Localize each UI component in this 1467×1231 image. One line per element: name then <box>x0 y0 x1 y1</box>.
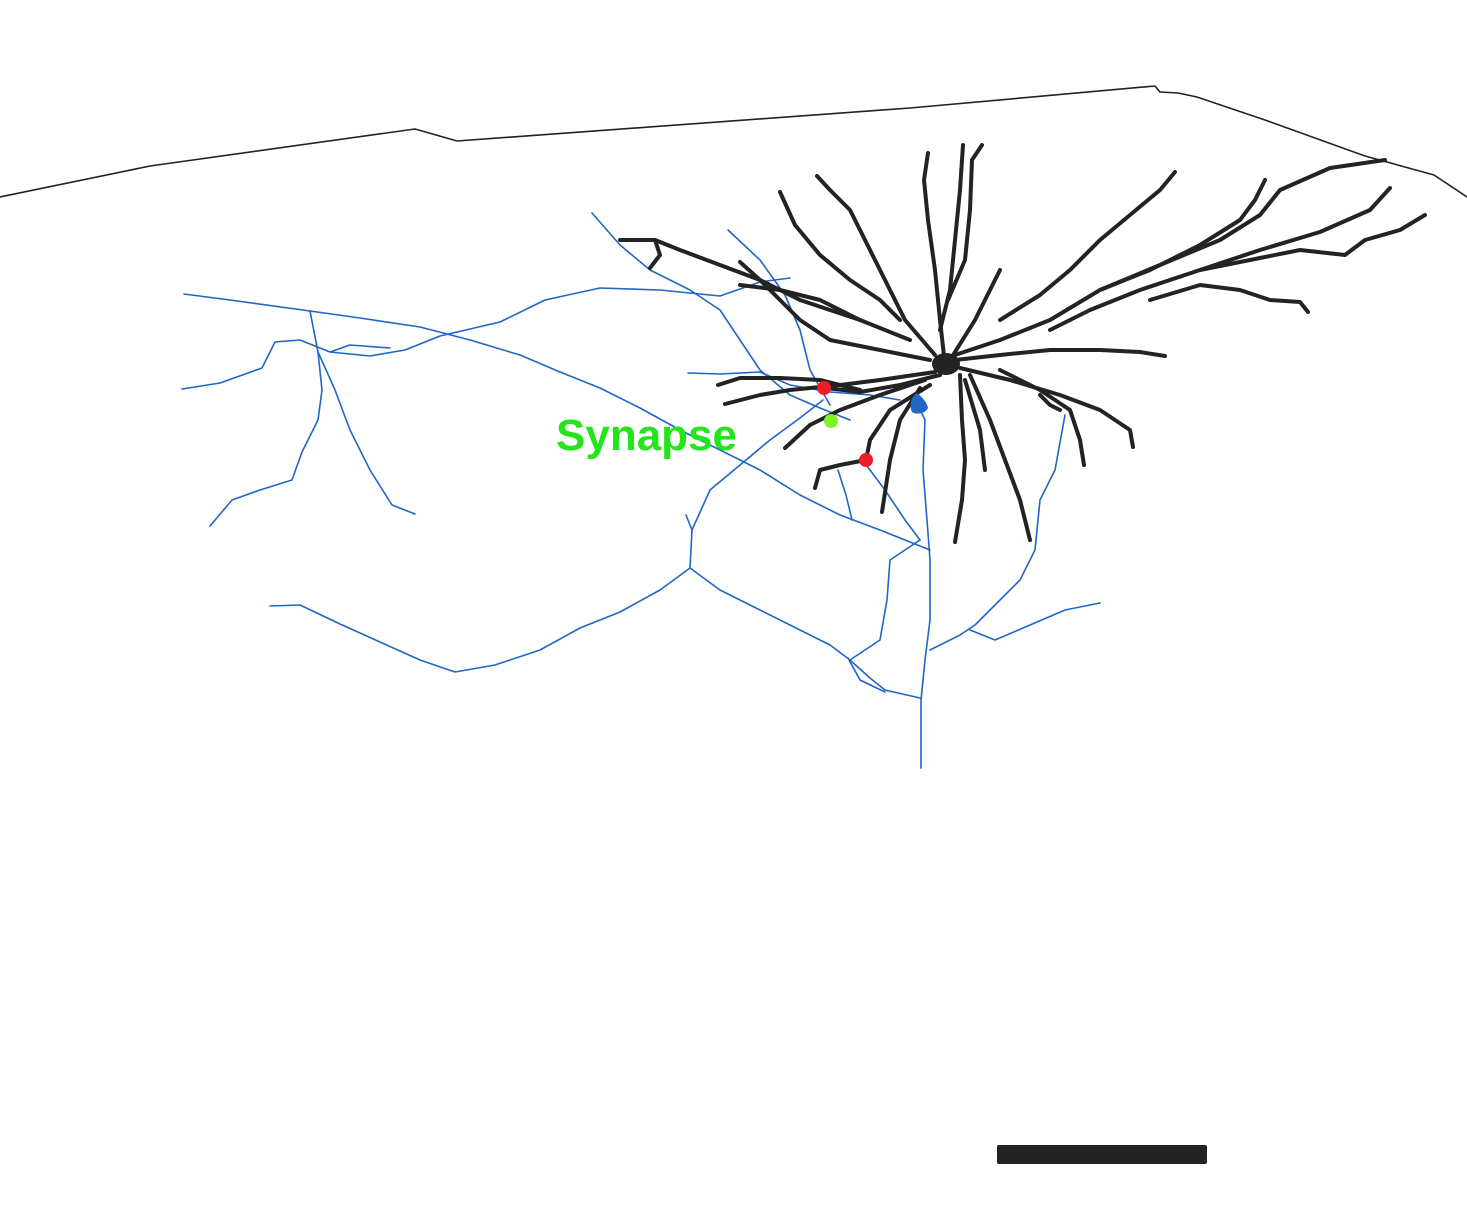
postsynaptic-soma <box>932 353 960 375</box>
postsynaptic-dendrites <box>618 143 1427 544</box>
presynaptic-axon <box>181 212 1101 769</box>
pia-outline <box>0 85 1467 198</box>
presynaptic-soma <box>910 393 928 414</box>
synapse-label: Synapse <box>556 411 737 460</box>
contact-marker-lower <box>859 453 873 467</box>
contact-marker-upper <box>817 381 831 395</box>
synapse-marker <box>824 414 838 428</box>
scale-bar <box>997 1145 1207 1164</box>
